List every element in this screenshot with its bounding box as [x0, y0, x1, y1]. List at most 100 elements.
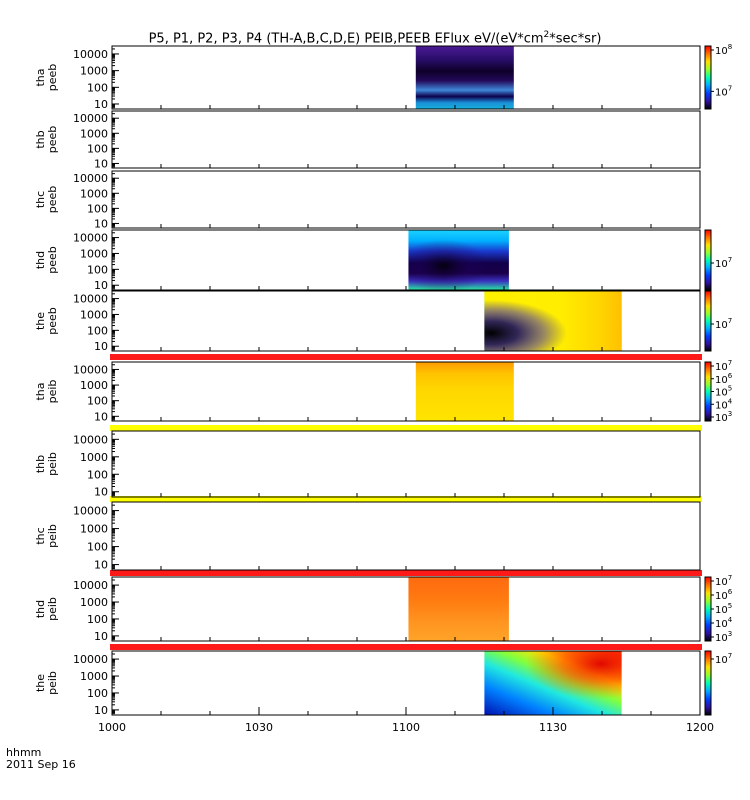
spectrogram-data: [484, 291, 622, 351]
y-tick-label: 10: [94, 486, 108, 499]
panel-label-instrument: peib: [46, 597, 59, 621]
y-tick-label: 100: [87, 324, 108, 337]
y-tick-label: 1000: [80, 523, 108, 536]
y-tick-label: 100: [87, 395, 108, 408]
y-tick-label: 10: [94, 279, 108, 292]
colorbar-strip: [704, 45, 712, 110]
colorbar-tick-exponent: 3: [728, 410, 732, 418]
y-tick-label: 1000: [80, 596, 108, 609]
colorbar-tick-exponent: 4: [728, 616, 733, 624]
separator-bar: [110, 496, 702, 502]
colorbar-tick-exponent: 7: [728, 359, 732, 367]
panel-label: thc peib: [34, 524, 59, 548]
panel-label-probe: thd: [34, 600, 47, 618]
colorbar-strip: [704, 229, 712, 291]
panel-thc-peib: 10 100 1000 10000 thc peib: [34, 501, 701, 572]
y-tick-label: 100: [87, 541, 108, 554]
colorbar-tick-label: 103: [715, 630, 732, 644]
spectrogram-data: [484, 651, 622, 715]
y-tick-label: 10: [94, 410, 108, 423]
colorbar-tick-label: 107: [715, 256, 732, 270]
panel-label-instrument: peib: [46, 524, 59, 548]
spectrogram-data: [415, 46, 514, 109]
spectrogram-core: [484, 291, 622, 351]
panel-label-probe: the: [34, 312, 47, 330]
y-tick-label: 100: [87, 202, 108, 215]
colorbar-strip: [704, 361, 712, 422]
spectrogram-data: [415, 362, 514, 421]
panel-frame: [111, 45, 701, 110]
y-tick-label: 100: [87, 81, 108, 94]
y-tick-label: 10000: [73, 112, 108, 125]
colorbar-tick-exponent: 5: [728, 602, 732, 610]
y-tick-label: 10000: [73, 579, 108, 592]
separator-bar: [110, 425, 702, 431]
y-tick-label: 10: [94, 98, 108, 111]
panel-thb-peib: 10 100 1000 10000 thb peib: [34, 430, 701, 499]
date-label: 2011 Sep 16: [6, 758, 76, 771]
panel-the-peeb: 10 100 1000 10000 the peeb 107: [34, 290, 732, 353]
panel-thc-peeb: 10 100 1000 10000 thc peeb: [34, 170, 701, 230]
y-tick-label: 1000: [80, 187, 108, 200]
spectrogram-layer: [415, 362, 514, 421]
colorbar-tick-exponent: 6: [728, 588, 733, 596]
panel-thd-peeb: 10 100 1000 10000 thd peeb 107: [34, 229, 732, 292]
panel-label-probe: the: [34, 674, 47, 692]
y-tick-label: 10: [94, 704, 108, 717]
panel-frame: [111, 501, 701, 571]
colorbar-tick-label: 107: [715, 84, 732, 98]
panel-frame: [111, 361, 701, 422]
colorbar-tick-label: 107: [715, 652, 732, 666]
panel-frame: [111, 170, 701, 229]
y-tick-label: 1000: [80, 451, 108, 464]
panel-frame: [111, 110, 701, 169]
panel-label-probe: thc: [34, 191, 47, 208]
x-tick-label: 1000: [98, 721, 126, 734]
colorbar: 107: [704, 290, 732, 352]
title-main: P5, P1, P2, P3, P4 (TH-A,B,C,D,E) PEIB,P…: [148, 31, 544, 47]
colorbar-tick-label: 104: [715, 616, 733, 630]
panel-label-instrument: peeb: [46, 126, 59, 154]
y-tick-label: 100: [87, 142, 108, 155]
colorbar-strip: [704, 576, 712, 642]
y-tick-label: 10000: [73, 363, 108, 376]
y-tick-label: 10000: [73, 172, 108, 185]
x-tick-label: 1030: [245, 721, 273, 734]
panel-label-instrument: peeb: [46, 307, 59, 335]
x-tick-label: 1200: [686, 721, 714, 734]
y-tick-label: 10000: [73, 505, 108, 518]
x-tick-label: 1130: [539, 721, 567, 734]
title-tail: *sec*sr): [549, 31, 602, 47]
colorbar-tick-exponent: 8: [728, 43, 732, 51]
panel-the-peib: 10 100 1000 10000 the peib 107: [34, 650, 732, 717]
y-tick-label: 10000: [73, 293, 108, 306]
y-tick-label: 10000: [73, 232, 108, 245]
colorbar-tick-label: 106: [715, 588, 733, 602]
panel-label-instrument: peeb: [46, 246, 59, 274]
spectrogram-hot: [484, 651, 622, 715]
panel-label: thd peib: [34, 597, 59, 621]
panel-label-probe: thb: [34, 130, 47, 148]
panel-label: tha peeb: [34, 64, 59, 92]
panel-label: thc peeb: [34, 186, 59, 214]
panel-label-instrument: peib: [46, 452, 59, 476]
colorbar-tick-label: 105: [715, 602, 732, 616]
separator-bar: [110, 644, 702, 650]
y-tick-label: 1000: [80, 127, 108, 140]
spectrogram-shade: [415, 46, 514, 109]
time-format-label: hhmm: [6, 746, 42, 759]
panel-label: the peeb: [34, 307, 59, 335]
y-tick-label: 10: [94, 340, 108, 353]
y-tick-label: 1000: [80, 670, 108, 683]
colorbar-strip: [704, 290, 712, 352]
panel-label-instrument: peeb: [46, 186, 59, 214]
panel-label-probe: tha: [34, 382, 47, 400]
y-tick-label: 10000: [73, 48, 108, 61]
colorbar-tick-exponent: 6: [728, 372, 733, 380]
colorbar-tick-exponent: 3: [728, 630, 732, 638]
colorbar-tick-exponent: 5: [728, 385, 732, 393]
y-tick-label: 100: [87, 468, 108, 481]
